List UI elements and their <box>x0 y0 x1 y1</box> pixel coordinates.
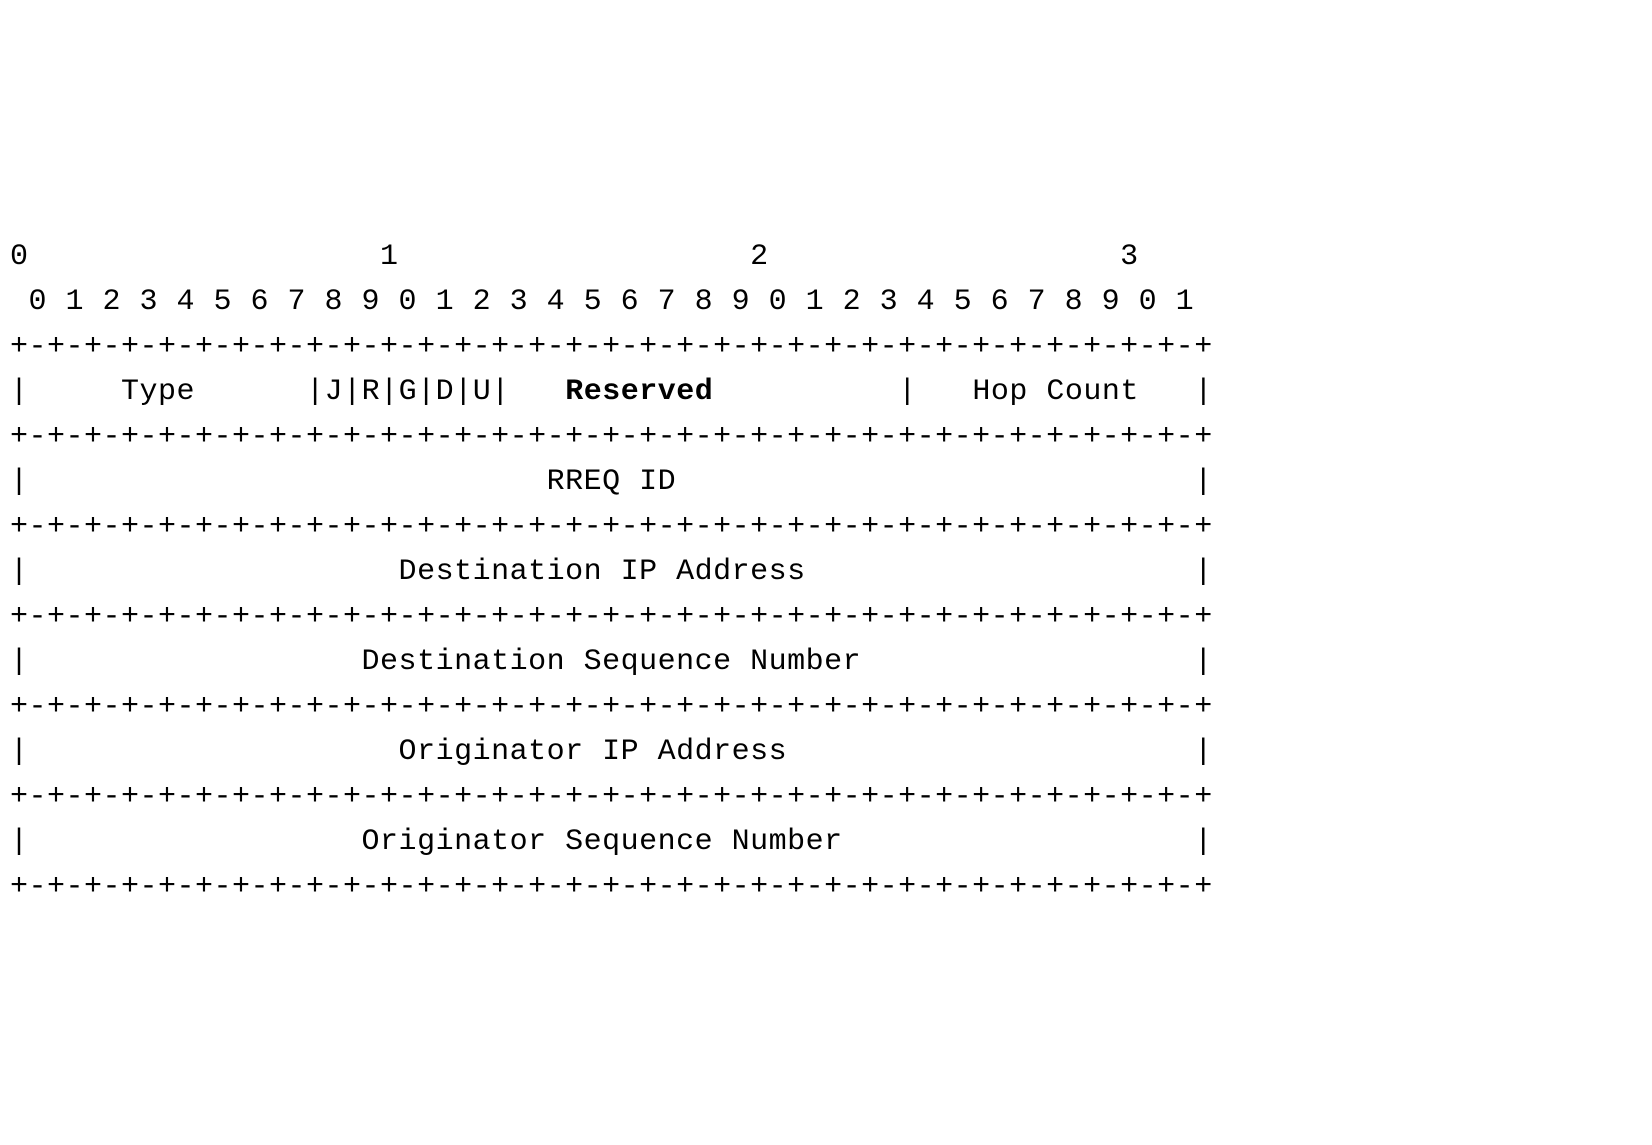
border-line: +-+-+-+-+-+-+-+-+-+-+-+-+-+-+-+-+-+-+-+-… <box>10 510 1213 544</box>
row-1-fields: | Type |J|R|G|D|U| Reserved | Hop Count … <box>10 375 1213 409</box>
field-d: D <box>436 375 455 409</box>
bit-ruler-units: 0 1 2 3 4 5 6 7 8 9 0 1 2 3 4 5 6 7 8 9 … <box>10 285 1194 319</box>
row-2-rreq-id: | RREQ ID | <box>10 465 1213 499</box>
field-reserved: Reserved <box>565 375 713 409</box>
border-line: +-+-+-+-+-+-+-+-+-+-+-+-+-+-+-+-+-+-+-+-… <box>10 690 1213 724</box>
packet-format-diagram: 0 1 2 3 0 1 2 3 4 5 6 7 8 9 0 1 2 3 4 5 … <box>10 190 1642 910</box>
bit-ruler-tens: 0 1 2 3 <box>10 240 1139 274</box>
border-line: +-+-+-+-+-+-+-+-+-+-+-+-+-+-+-+-+-+-+-+-… <box>10 870 1213 904</box>
field-hop-count: Hop Count <box>972 375 1139 409</box>
field-g: G <box>399 375 418 409</box>
field-j: J <box>325 375 344 409</box>
border-line: +-+-+-+-+-+-+-+-+-+-+-+-+-+-+-+-+-+-+-+-… <box>10 600 1213 634</box>
row-4-dest-seq: | Destination Sequence Number | <box>10 645 1213 679</box>
field-u: U <box>473 375 492 409</box>
field-type: Type <box>121 375 195 409</box>
field-r: R <box>362 375 381 409</box>
row-3-dest-ip: | Destination IP Address | <box>10 555 1213 589</box>
border-line: +-+-+-+-+-+-+-+-+-+-+-+-+-+-+-+-+-+-+-+-… <box>10 780 1213 814</box>
row-6-orig-seq: | Originator Sequence Number | <box>10 825 1213 859</box>
border-line: +-+-+-+-+-+-+-+-+-+-+-+-+-+-+-+-+-+-+-+-… <box>10 420 1213 454</box>
border-line: +-+-+-+-+-+-+-+-+-+-+-+-+-+-+-+-+-+-+-+-… <box>10 330 1213 364</box>
row-5-orig-ip: | Originator IP Address | <box>10 735 1213 769</box>
